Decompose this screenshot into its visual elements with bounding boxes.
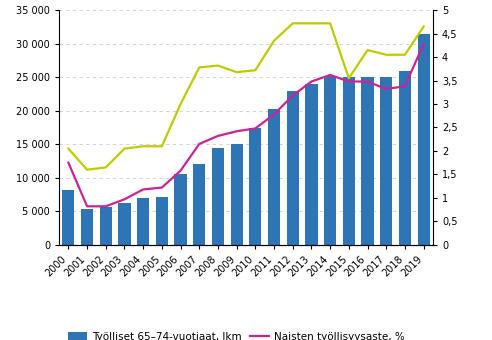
- Bar: [156, 197, 168, 245]
- Bar: [399, 70, 411, 245]
- Bar: [249, 128, 261, 245]
- Legend: Työlliset 65–74-vuotiaat, lkm, Miesten työllisyysaste, %, Naisten työllisyysaste: Työlliset 65–74-vuotiaat, lkm, Miesten t…: [64, 328, 409, 340]
- Bar: [212, 148, 224, 245]
- Bar: [418, 34, 430, 245]
- Bar: [343, 77, 355, 245]
- Bar: [100, 207, 112, 245]
- Bar: [380, 76, 392, 245]
- Bar: [362, 76, 373, 245]
- Bar: [324, 76, 336, 245]
- Bar: [268, 109, 280, 245]
- Bar: [62, 190, 74, 245]
- Bar: [137, 198, 149, 245]
- Bar: [175, 174, 186, 245]
- Bar: [306, 84, 317, 245]
- Bar: [193, 164, 205, 245]
- Bar: [119, 203, 130, 245]
- Bar: [231, 144, 243, 245]
- Bar: [81, 209, 93, 245]
- Bar: [287, 91, 299, 245]
